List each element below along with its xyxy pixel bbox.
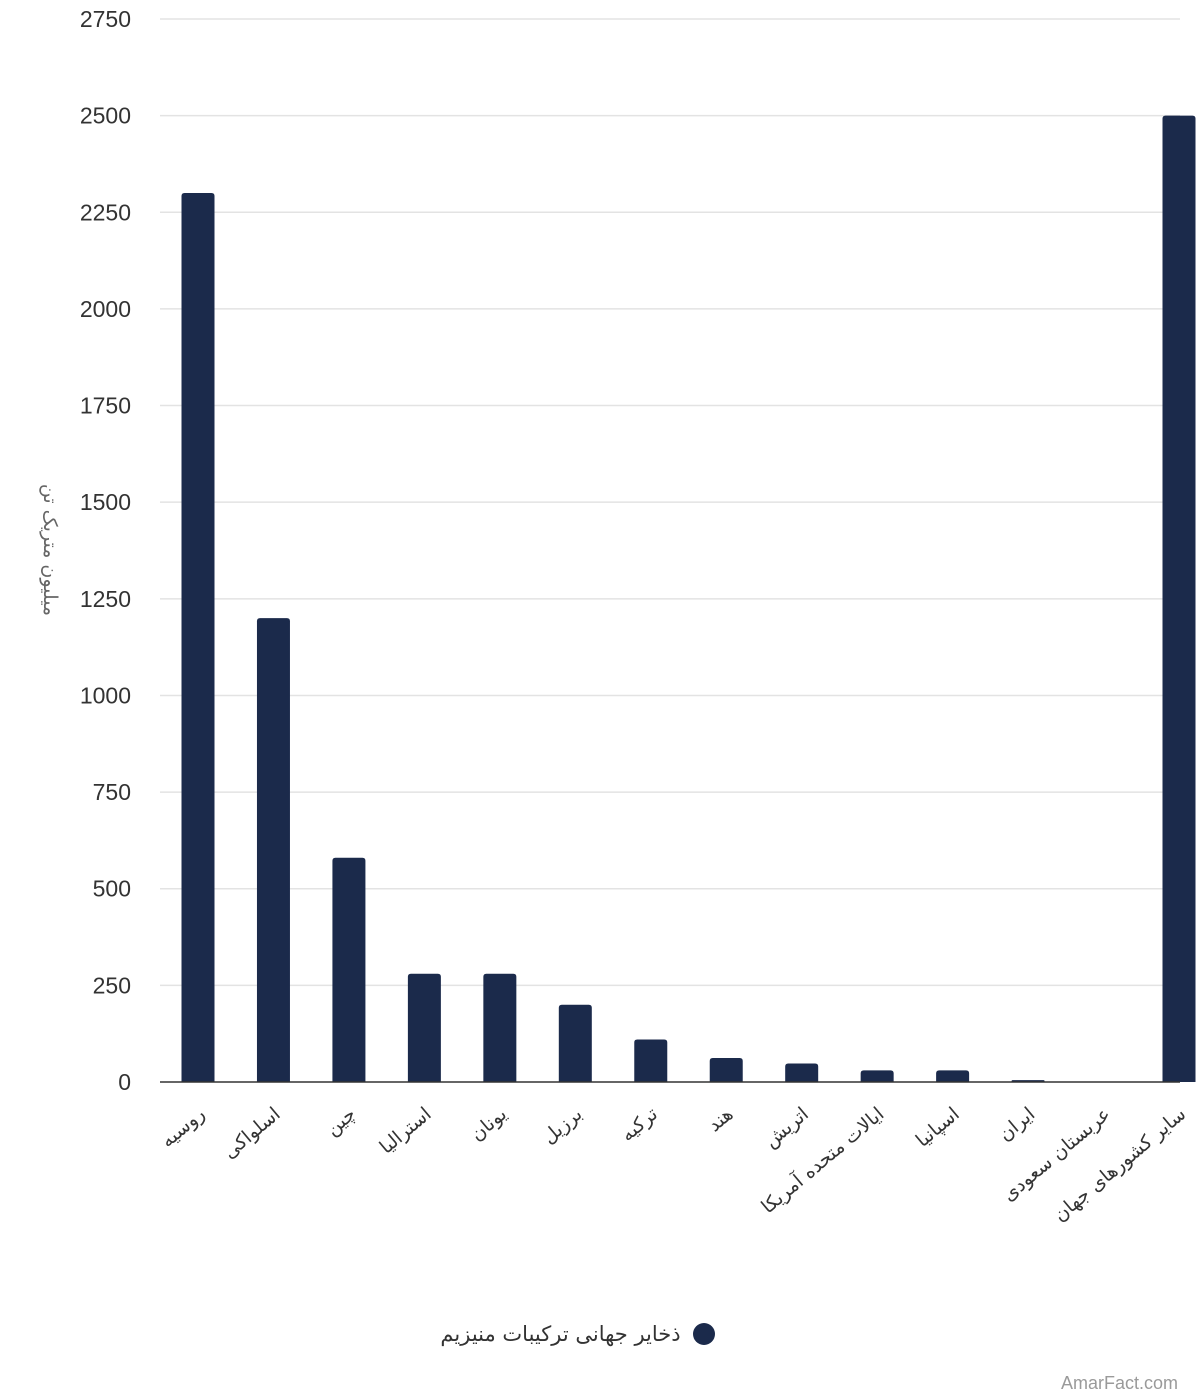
y-tick-label: 1750 xyxy=(80,393,131,419)
bar xyxy=(936,1070,970,1082)
y-tick-label: 1000 xyxy=(80,682,131,708)
bar xyxy=(860,1070,894,1082)
y-axis-label: میلیون متریک تن xyxy=(39,484,61,616)
x-tick-label: روسیه xyxy=(157,1103,210,1152)
x-tick-label: چین xyxy=(322,1103,361,1140)
bar xyxy=(181,192,215,1083)
y-tick-label: 750 xyxy=(93,779,131,805)
x-tick-label: ایالات متحده آمریکا xyxy=(756,1101,888,1218)
x-tick-label: اتریش xyxy=(760,1103,813,1152)
legend-label: ذخایر جهانی ترکیبات منیزیم xyxy=(440,1322,681,1346)
y-tick-label: 2500 xyxy=(80,103,131,129)
y-tick-label: 2000 xyxy=(80,296,131,322)
bar xyxy=(483,973,517,1082)
y-tick-label: 2250 xyxy=(80,199,131,225)
watermark: AmarFact.com xyxy=(1060,1373,1178,1393)
bar xyxy=(256,618,290,1082)
bar xyxy=(332,857,366,1082)
bar xyxy=(407,973,441,1082)
x-tick-label: ترکیه xyxy=(617,1103,662,1146)
legend: ذخایر جهانی ترکیبات منیزیم xyxy=(0,1322,1155,1346)
y-tick-label: 2750 xyxy=(80,6,131,32)
bar xyxy=(634,1039,668,1082)
x-tick-label: اسپانیا xyxy=(912,1103,964,1152)
y-tick-label: 1500 xyxy=(80,489,131,515)
y-tick-label: 500 xyxy=(93,876,131,902)
bar xyxy=(785,1063,819,1082)
gridlines xyxy=(160,18,1180,987)
y-tick-label: 1250 xyxy=(80,586,131,612)
bar xyxy=(709,1058,743,1082)
x-tick-label: هند xyxy=(704,1103,738,1136)
bar-chart: 0 250 500 750 1000 1250 1500 1750 2000 2250 2500 27… xyxy=(39,6,1196,1226)
x-tick-label: یونان xyxy=(466,1103,511,1146)
x-axis-ticks: روسیه اسلواکی چین استرالیا یونان برزیل ترکیه هن… xyxy=(157,1101,1191,1226)
legend-marker xyxy=(692,1323,715,1345)
y-tick-label: 0 xyxy=(118,1069,131,1095)
x-tick-label: سایر کشورهای جهان xyxy=(1049,1103,1190,1226)
x-tick-label: برزیل xyxy=(538,1103,586,1149)
bar xyxy=(558,1004,592,1082)
bar xyxy=(1162,115,1196,1083)
bars xyxy=(181,115,1196,1083)
y-axis-ticks: 0 250 500 750 1000 1250 1500 1750 2000 2250 2500 27… xyxy=(80,6,131,1095)
x-tick-label: اسلواکی xyxy=(219,1103,285,1163)
x-tick-label: استرالیا xyxy=(375,1103,435,1158)
x-tick-label: ایران xyxy=(994,1103,1039,1146)
y-tick-label: 250 xyxy=(93,972,131,998)
